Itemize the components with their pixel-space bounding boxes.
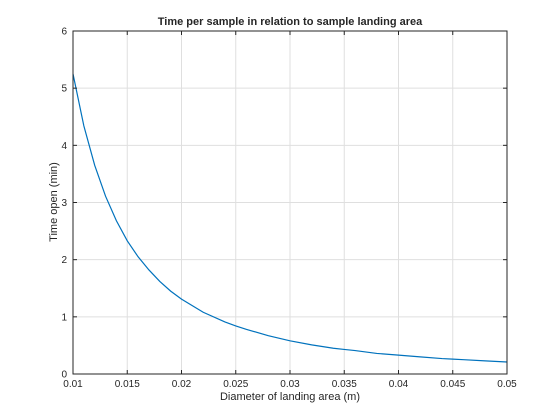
x-tick-label: 0.01 xyxy=(63,379,83,390)
x-tick-label: 0.04 xyxy=(389,379,409,390)
y-tick-label: 3 xyxy=(61,198,67,209)
x-tick-label: 0.02 xyxy=(172,379,192,390)
grid xyxy=(73,31,507,374)
y-tick-label: 2 xyxy=(61,255,67,266)
axes: 0.01 0.015 0.02 0.025 0.03 0.035 0.04 0.045 0.05… xyxy=(61,27,517,391)
y-tick-label: 4 xyxy=(61,141,67,152)
x-tick-label: 0.015 xyxy=(115,379,140,390)
y-tick-label: 1 xyxy=(61,312,67,323)
x-tick-label: 0.045 xyxy=(440,379,465,390)
x-axis-label: Diameter of landing area (m) xyxy=(220,391,360,403)
chart-title: Time per sample in relation to sample la… xyxy=(158,16,423,28)
y-axis-label: Time open (min) xyxy=(48,162,60,242)
x-tick-label: 0.025 xyxy=(223,379,248,390)
y-tick-label: 0 xyxy=(61,370,67,381)
x-tick-label: 0.035 xyxy=(332,379,357,390)
x-tick-label: 0.03 xyxy=(280,379,300,390)
y-tick-label: 6 xyxy=(61,27,67,38)
x-tick-label: 0.05 xyxy=(497,379,517,390)
y-tick-label: 5 xyxy=(61,84,67,95)
